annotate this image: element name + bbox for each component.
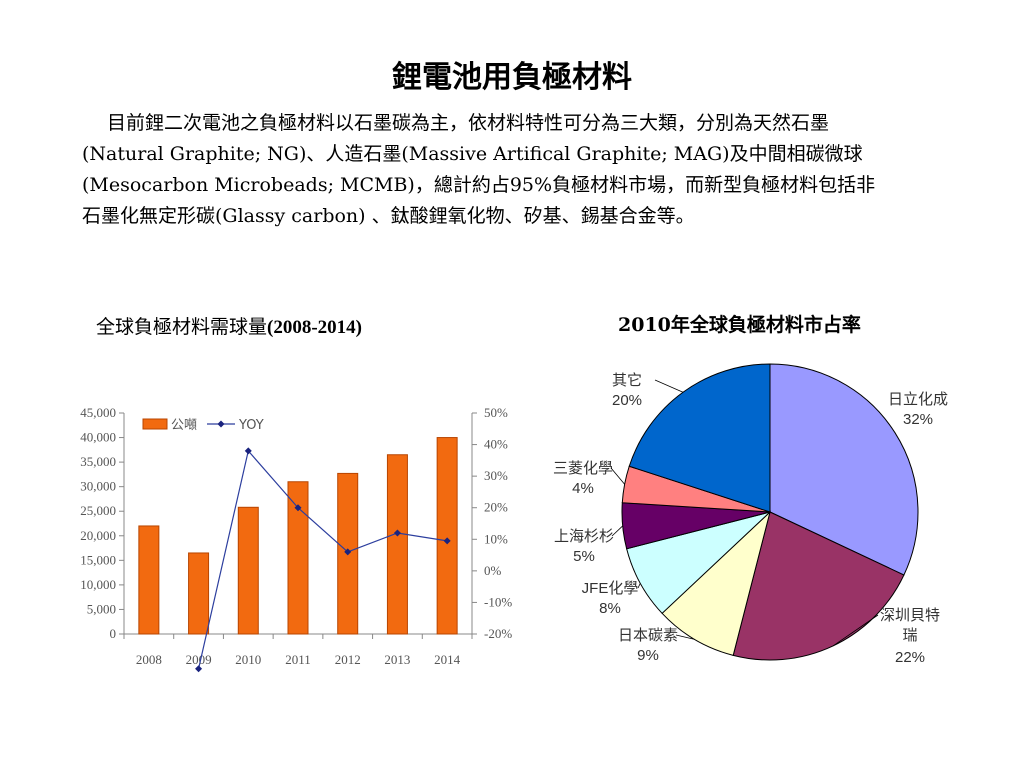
legend-label-line: YOY [238,418,264,433]
pie-slice-6 [628,363,771,513]
left-axis-tick-label: 0 [110,626,117,641]
pie-slice-2 [661,510,771,656]
left-axis-tick-label: 25,000 [80,503,116,518]
right-axis-tick-label: 0% [484,563,502,578]
right-axis-tick-label: 10% [484,531,508,546]
x-axis-category-label: 2009 [186,652,212,667]
pie-value-4: 5% [573,548,595,565]
bar-chart-title-text: 全球負極材料需球量 [96,316,268,338]
page-title: 鋰電池用負極材料 [392,60,632,95]
yoy-point-2014 [443,537,451,545]
pie-value-0: 32% [903,411,933,428]
pie-value-6: 20% [612,392,642,409]
pie-chart-title: 2010年全球負極材料市占率 [618,314,861,336]
x-axis-category-label: 2008 [136,652,162,667]
bar-2008 [138,525,160,635]
yoy-point-2011 [294,504,302,512]
right-axis-tick-label: 30% [484,468,508,483]
bar-2013 [386,454,408,635]
right-axis-tick-label: 20% [484,500,508,515]
right-axis-tick-label: -20% [484,626,512,641]
legend-marker-line [217,420,225,428]
bar-2009 [188,552,210,635]
left-axis-tick-label: 10,000 [80,577,116,592]
pie-label-6: 其它 [612,371,642,389]
pie-leader-1 [832,614,879,647]
pie-label-5: 三菱化學 [553,459,613,477]
pie-label-1-cont: 瑞 [902,627,917,644]
x-axis-category-label: 2011 [285,652,311,667]
x-axis-category-label: 2013 [384,652,410,667]
pie-label-4: 上海杉杉 [554,528,614,545]
pie-label-3: JFE化學 [582,579,639,597]
right-axis-tick-label: -10% [484,594,512,609]
left-axis-tick-label: 15,000 [80,552,116,567]
bar-2014 [436,437,458,635]
x-axis-category-label: 2012 [335,652,361,667]
left-axis-tick-label: 30,000 [80,479,116,494]
bar-chart-title: 全球負極材料需球量(2008-2014) [96,312,362,339]
pie-value-2: 9% [637,647,659,664]
right-axis-tick-label: 40% [484,437,508,452]
pie-label-2: 日本碳素 [618,627,678,644]
right-axis-tick-label: 50% [484,405,508,420]
pie-slice-0 [769,363,919,576]
left-axis-tick-label: 20,000 [80,528,116,543]
bar-chart-title-years: (2008-2014) [267,317,362,338]
left-axis-tick-label: 45,000 [80,405,116,420]
pie-label-1: 深圳貝特 [880,607,940,624]
pie-value-3: 8% [599,600,621,617]
left-axis-tick-label: 40,000 [80,430,116,445]
pie-leader-2 [675,634,695,640]
yoy-point-2009 [195,665,203,673]
pie-leader-4 [611,525,623,537]
x-axis-category-label: 2010 [235,652,261,667]
yoy-line [197,449,448,669]
pie-leader-3 [637,583,641,589]
pie-leader-5 [610,467,625,485]
left-axis-tick-label: 5,000 [87,601,116,616]
pie-label-0: 日立化成 [888,391,948,408]
legend-label-bar: 公噸 [171,418,197,433]
yoy-point-2013 [393,529,401,537]
pie-value-1: 22% [895,649,925,666]
intro-paragraph: 目前鋰二次電池之負極材料以石墨碳為主，依材料特性可分為三大類，分別為天然石墨(N… [82,112,876,227]
yoy-point-2012 [344,548,352,556]
pie-leader-6 [654,379,684,393]
bar-2011 [287,481,309,635]
x-axis-category-label: 2014 [434,652,461,667]
bar-2010 [237,506,259,635]
legend-swatch-bar [142,418,168,430]
pie-value-5: 4% [572,480,594,497]
yoy-point-2010 [244,447,252,455]
left-axis-tick-label: 35,000 [80,454,116,469]
